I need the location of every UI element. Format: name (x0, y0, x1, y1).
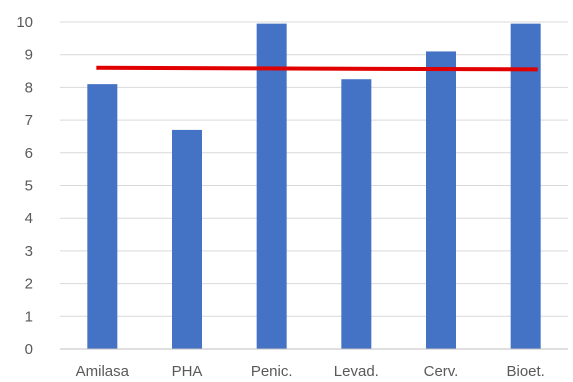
y-tick-label: 7 (25, 112, 33, 129)
y-axis-tick-labels: 0 1 2 3 4 5 6 7 8 9 10 (16, 14, 33, 358)
bar-pha (172, 129, 202, 349)
y-tick-label: 0 (25, 341, 33, 358)
bar-bioet (510, 23, 541, 349)
y-tick-label: 5 (25, 178, 33, 195)
gridlines (60, 21, 568, 317)
bar-levad (341, 79, 372, 349)
y-tick-label: 1 (25, 308, 33, 325)
x-axis-category-labels: Amilasa PHA Penic. Levad. Cerv. Bioet. (76, 363, 545, 380)
reference-line (96, 65, 538, 72)
x-category-label: Bioet. (506, 363, 544, 380)
y-tick-label: 6 (25, 145, 33, 162)
y-tick-label: 10 (16, 14, 33, 31)
x-category-label: PHA (172, 363, 203, 380)
y-tick-label: 8 (25, 79, 33, 96)
x-category-label: Amilasa (76, 363, 130, 380)
x-category-label: Levad. (334, 363, 379, 380)
bar-penic (256, 23, 287, 349)
x-category-label: Penic. (251, 363, 293, 380)
x-category-label: Cerv. (424, 363, 459, 380)
y-tick-label: 3 (25, 243, 33, 260)
y-tick-label: 2 (25, 276, 33, 293)
y-tick-label: 9 (25, 47, 33, 64)
bar-cerv (426, 51, 456, 350)
bars (87, 23, 541, 350)
y-tick-label: 4 (25, 210, 33, 227)
bar-amilasa (87, 84, 118, 349)
